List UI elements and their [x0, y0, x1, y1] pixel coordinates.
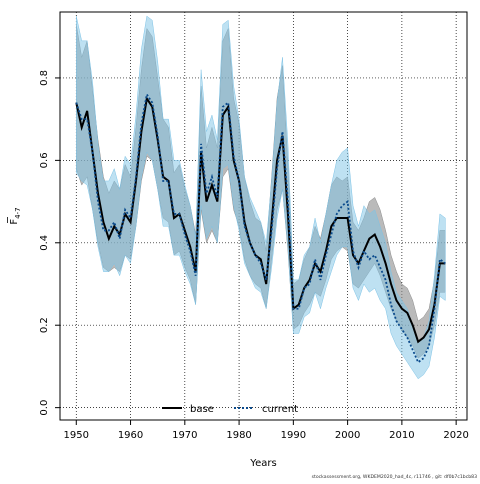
- x-tick-label-2000: 2000: [335, 430, 360, 441]
- legend: base current: [162, 404, 298, 415]
- y-axis-title-main: F: [9, 219, 20, 225]
- x-axis-title: Years: [249, 458, 276, 469]
- confidence-bands: [76, 15, 446, 380]
- x-tick-label-1970: 1970: [172, 430, 197, 441]
- y-tick-label-4: 0.8: [39, 70, 50, 86]
- x-tick-label-1990: 1990: [281, 430, 306, 441]
- y-tick-label-3: 0.6: [39, 152, 50, 168]
- x-tick-label-2010: 2010: [389, 430, 414, 441]
- x-tick-label-2020: 2020: [443, 430, 468, 441]
- band-current: [76, 15, 446, 380]
- x-tick-label-1950: 1950: [64, 430, 89, 441]
- y-axis-title: F4-7: [7, 207, 22, 225]
- x-tick-label-1980: 1980: [226, 430, 251, 441]
- y-tick-label-2: 0.4: [39, 235, 50, 251]
- y-tick-label-1: 0.2: [39, 317, 50, 333]
- y-axis: 0.0 0.2 0.4 0.6 0.8: [39, 70, 60, 416]
- x-axis: 1950 1960 1970 1980 1990 2000 2010 2020: [64, 420, 469, 441]
- x-tick-label-1960: 1960: [118, 430, 143, 441]
- legend-label-current: current: [262, 404, 298, 415]
- plot-frame: [59, 11, 468, 421]
- legend-label-base: base: [190, 404, 214, 415]
- y-tick-label-0: 0.0: [39, 400, 50, 416]
- y-axis-title-subscript: 4-7: [14, 207, 22, 218]
- credit-text: stockassessment.org, WKDEM2020_had_4c, r…: [312, 474, 477, 480]
- line-current: [75, 92, 446, 364]
- svg-text:F4-7: F4-7: [9, 207, 22, 224]
- series-lines: [75, 92, 446, 364]
